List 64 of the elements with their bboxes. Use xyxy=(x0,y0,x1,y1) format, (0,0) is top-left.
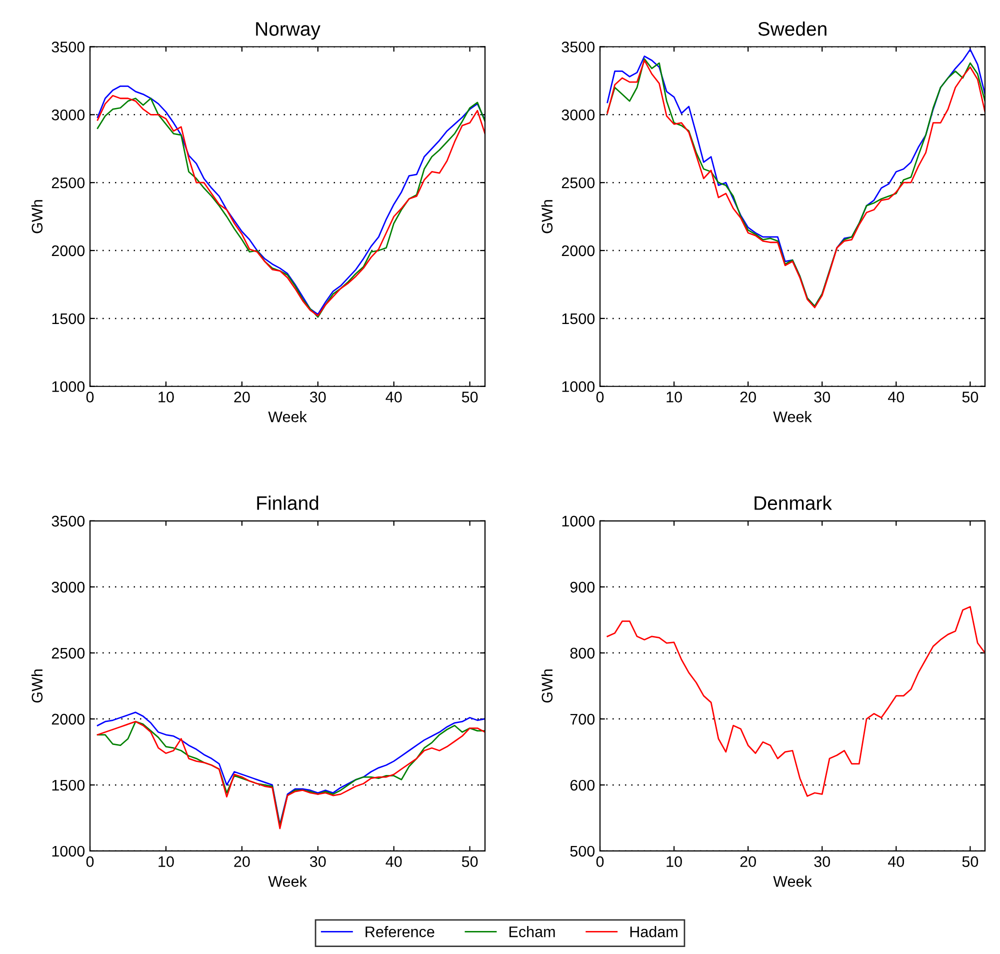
x-tick-label: 10 xyxy=(158,856,174,868)
y-axis-title: GWh xyxy=(541,670,553,703)
x-tick-label: 10 xyxy=(666,856,682,868)
y-tick-label: 2500 xyxy=(52,177,85,188)
x-tick-label: 20 xyxy=(234,392,250,402)
x-tick-label: 0 xyxy=(596,856,604,868)
x-tick-label: 20 xyxy=(740,392,756,402)
y-tick-label: 2000 xyxy=(52,245,85,256)
legend-label: Reference xyxy=(366,926,434,938)
y-tick-label: 2500 xyxy=(562,177,595,188)
y-tick-label: 600 xyxy=(570,780,595,791)
line-series xyxy=(606,606,985,797)
chart-title: Finland xyxy=(257,496,318,510)
x-axis-title: Week xyxy=(773,876,812,887)
x-tick-label: 0 xyxy=(596,392,604,402)
x-tick-label: 40 xyxy=(888,392,904,402)
y-tick-label: 2000 xyxy=(562,245,595,256)
x-axis-title: Week xyxy=(773,411,812,422)
y-axis-title: GWh xyxy=(31,670,43,703)
x-tick-label: 40 xyxy=(386,856,402,868)
x-tick-label: 50 xyxy=(462,856,478,868)
y-tick-label: 500 xyxy=(570,846,595,857)
y-tick-label: 1000 xyxy=(562,516,595,527)
y-tick-label: 1000 xyxy=(52,381,85,392)
y-axis-title: GWh xyxy=(31,200,43,234)
y-tick-label: 3500 xyxy=(562,42,595,52)
y-tick-label: 1000 xyxy=(52,846,85,857)
y-tick-label: 3000 xyxy=(52,582,85,593)
x-tick-label: 40 xyxy=(888,856,904,868)
chart-title: Denmark xyxy=(754,496,832,510)
y-tick-label: 3500 xyxy=(52,516,85,527)
x-tick-label: 50 xyxy=(462,392,478,402)
x-axis-title: Week xyxy=(268,411,307,422)
chart-title: Norway xyxy=(256,22,320,40)
x-tick-label: 20 xyxy=(234,856,250,868)
chart-title: Sweden xyxy=(758,22,826,36)
x-tick-label: 0 xyxy=(86,856,94,868)
y-tick-label: 1500 xyxy=(562,313,595,324)
x-axis-title: Week xyxy=(268,876,307,887)
y-tick-label: 2000 xyxy=(52,714,85,725)
legend-label: Echam xyxy=(509,926,555,938)
y-tick-label: 2500 xyxy=(52,648,85,659)
x-tick-label: 30 xyxy=(814,392,830,402)
x-tick-label: 50 xyxy=(962,392,978,402)
y-tick-label: 700 xyxy=(570,714,595,725)
x-tick-label: 50 xyxy=(962,856,978,868)
x-tick-label: 40 xyxy=(386,392,402,402)
y-tick-label: 3000 xyxy=(562,110,595,120)
y-tick-label: 1500 xyxy=(52,313,85,324)
y-axis-title: GWh xyxy=(541,200,553,234)
x-tick-label: 20 xyxy=(740,856,756,868)
x-tick-label: 10 xyxy=(666,392,682,402)
y-tick-label: 1500 xyxy=(52,780,85,791)
y-tick-label: 900 xyxy=(570,582,595,593)
x-tick-label: 10 xyxy=(158,392,174,402)
y-tick-label: 1000 xyxy=(562,381,595,392)
x-tick-label: 30 xyxy=(310,392,326,402)
x-tick-label: 0 xyxy=(86,392,94,402)
x-tick-label: 30 xyxy=(310,856,326,868)
x-tick-label: 30 xyxy=(814,856,830,868)
y-tick-label: 800 xyxy=(570,648,595,659)
y-tick-label: 3000 xyxy=(52,110,85,120)
legend-label: Hadam xyxy=(630,926,678,938)
y-tick-label: 3500 xyxy=(52,42,85,52)
